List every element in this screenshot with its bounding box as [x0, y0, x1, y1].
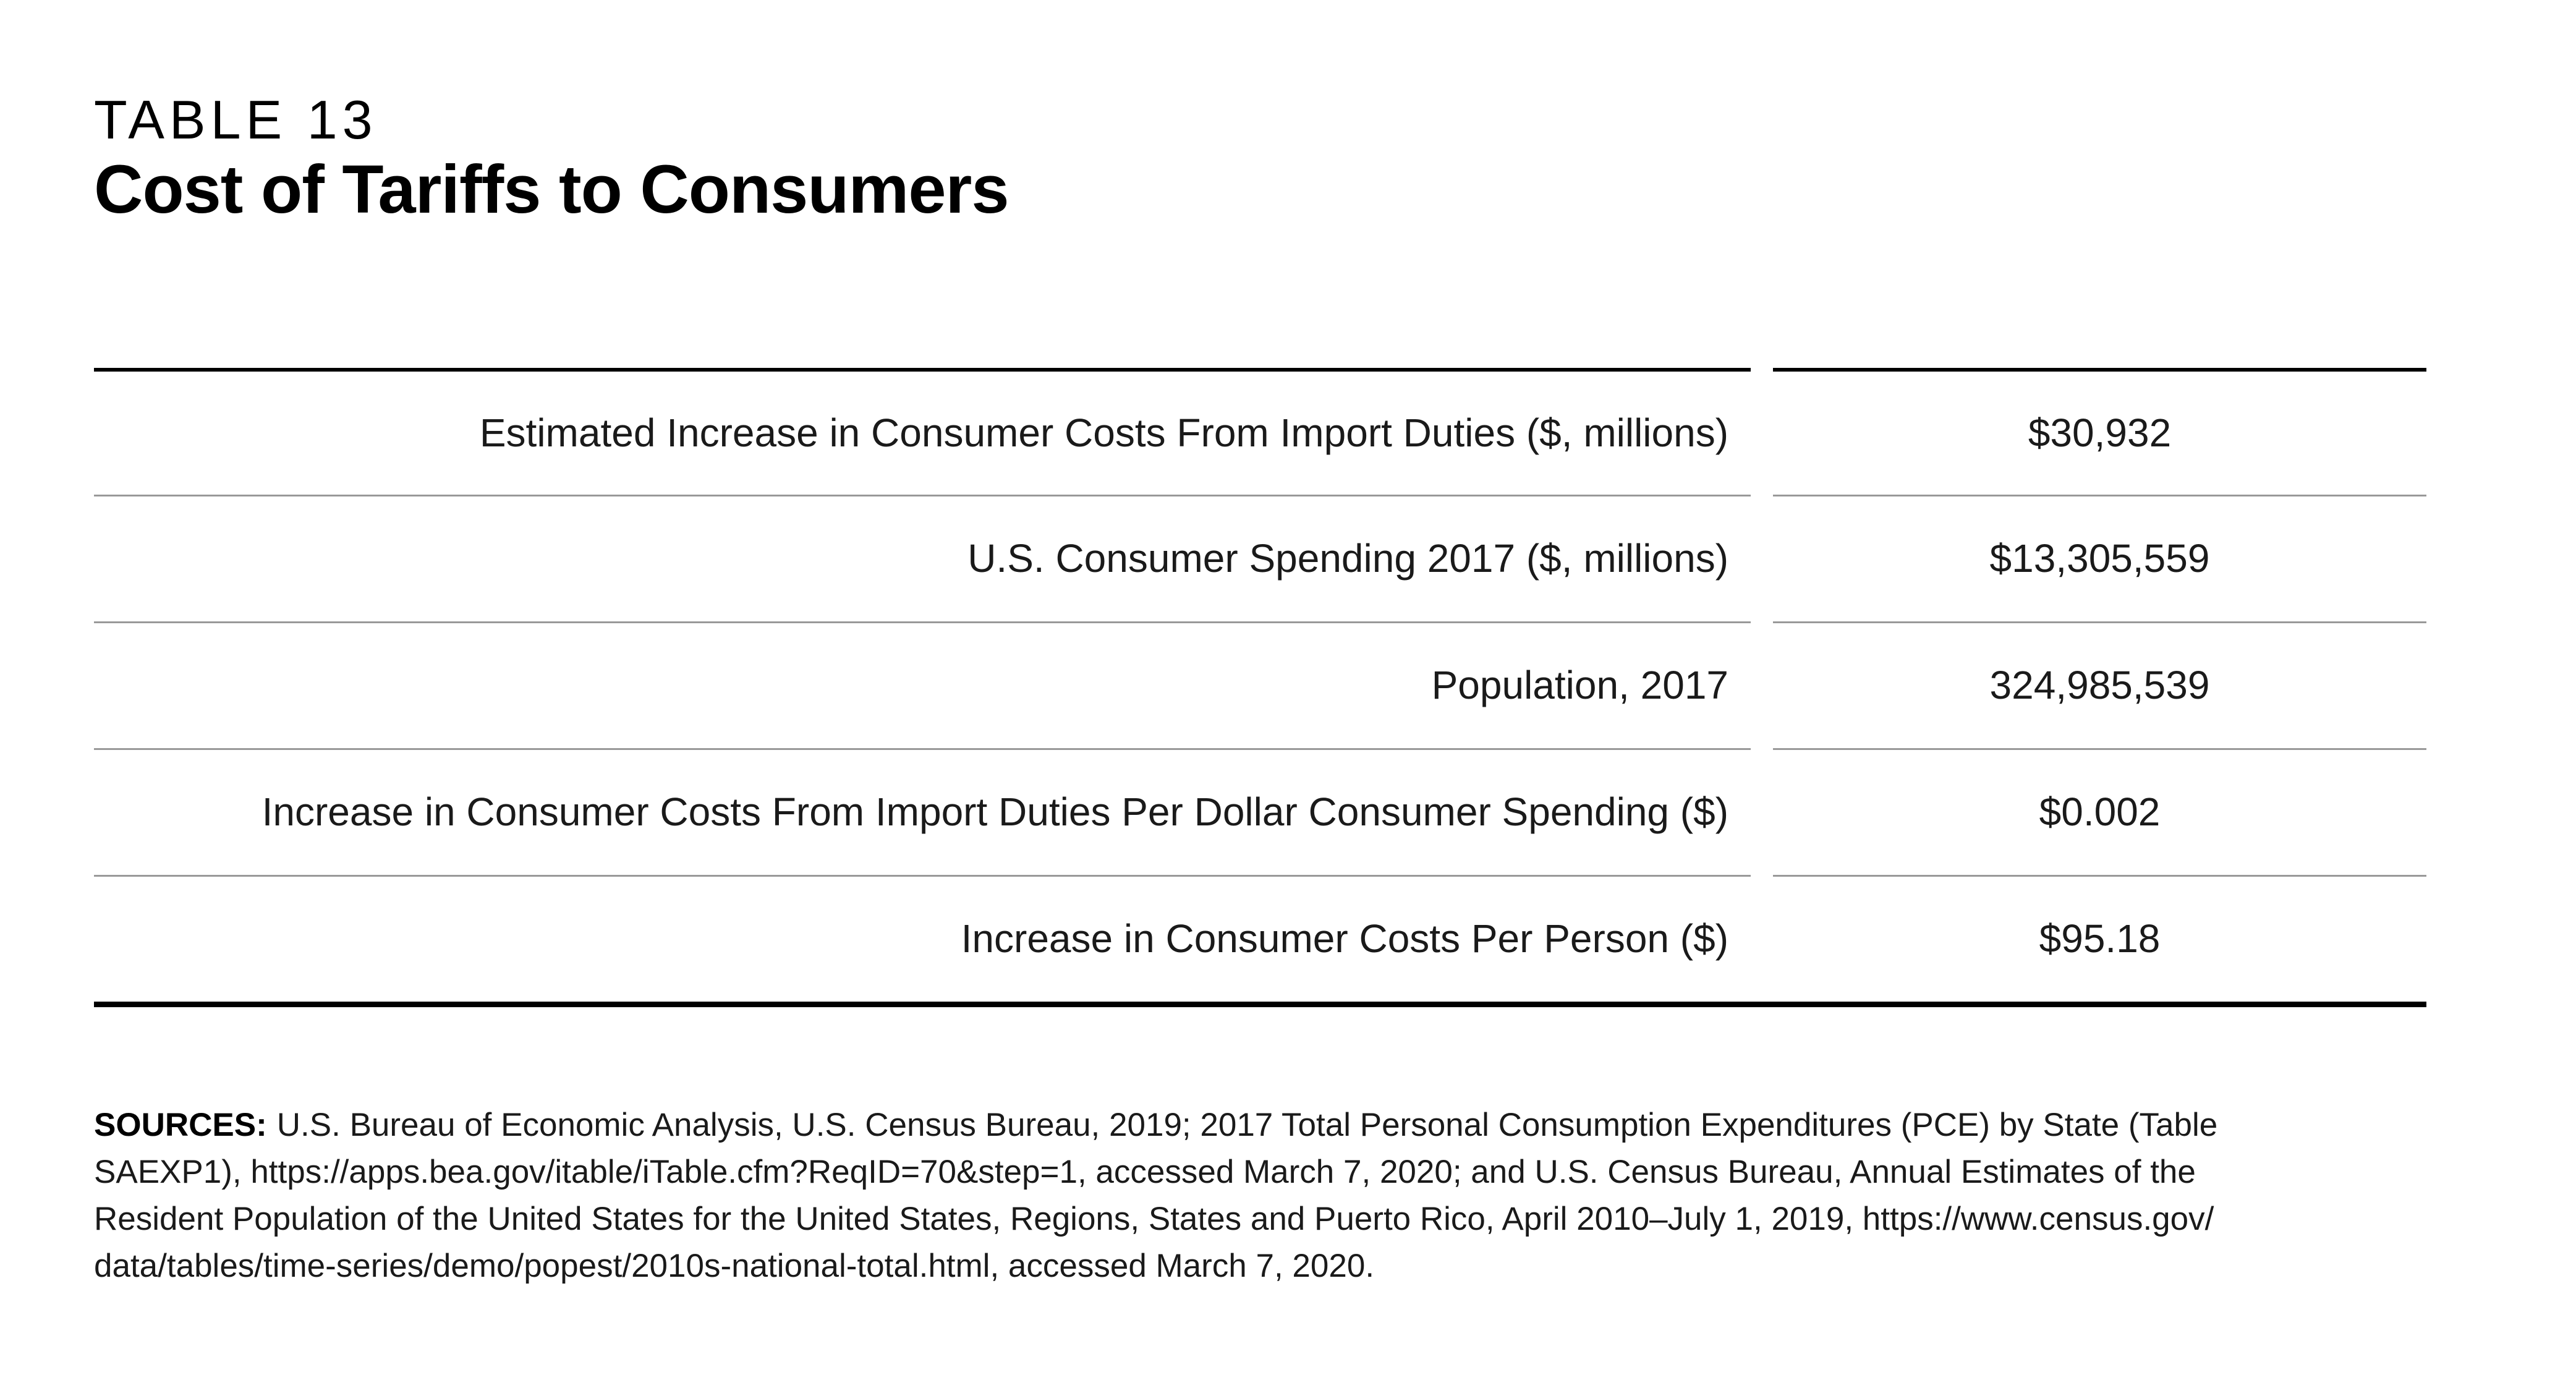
table-row: Population, 2017 324,985,539: [94, 621, 2426, 748]
table-row: Increase in Consumer Costs From Import D…: [94, 748, 2426, 875]
row-label: Estimated Increase in Consumer Costs Fro…: [94, 368, 1751, 495]
sources-line: SAEXP1), https://apps.bea.gov/itable/iTa…: [94, 1154, 2196, 1190]
column-gap: [1751, 368, 1773, 495]
sources-label: SOURCES:: [94, 1107, 267, 1143]
table-row: Estimated Increase in Consumer Costs Fro…: [94, 368, 2426, 495]
row-value: $30,932: [1773, 368, 2426, 495]
row-value: $95.18: [1773, 875, 2426, 1002]
row-value: $0.002: [1773, 748, 2426, 875]
table-bottom-rule: [94, 1002, 2426, 1007]
page-title: Cost of Tariffs to Consumers: [94, 151, 1010, 228]
sources-line: data/tables/time-series/demo/popest/2010…: [94, 1248, 1375, 1284]
sources-line: SOURCES: U.S. Bureau of Economic Analysis…: [94, 1102, 2217, 1149]
column-gap: [1751, 748, 1773, 875]
cost-of-tariffs-table: Estimated Increase in Consumer Costs Fro…: [94, 368, 2426, 1007]
row-label: U.S. Consumer Spending 2017 ($, millions…: [94, 495, 1751, 621]
sources-line: Resident Population of the United States…: [94, 1201, 2214, 1237]
table-row: Increase in Consumer Costs Per Person ($…: [94, 875, 2426, 1002]
row-label: Increase in Consumer Costs Per Person ($…: [94, 875, 1751, 1002]
row-value: $13,305,559: [1773, 495, 2426, 621]
row-value: 324,985,539: [1773, 621, 2426, 748]
row-label: Increase in Consumer Costs From Import D…: [94, 748, 1751, 875]
row-label: Population, 2017: [94, 621, 1751, 748]
column-gap: [1751, 875, 1773, 1002]
table-number-kicker: TABLE 13: [94, 89, 378, 150]
sources-text: U.S. Bureau of Economic Analysis, U.S. C…: [276, 1107, 2218, 1143]
sources-note: SOURCES: U.S. Bureau of Economic Analysis…: [94, 1102, 2217, 1290]
column-gap: [1751, 495, 1773, 621]
column-gap: [1751, 621, 1773, 748]
table-row: U.S. Consumer Spending 2017 ($, millions…: [94, 495, 2426, 621]
